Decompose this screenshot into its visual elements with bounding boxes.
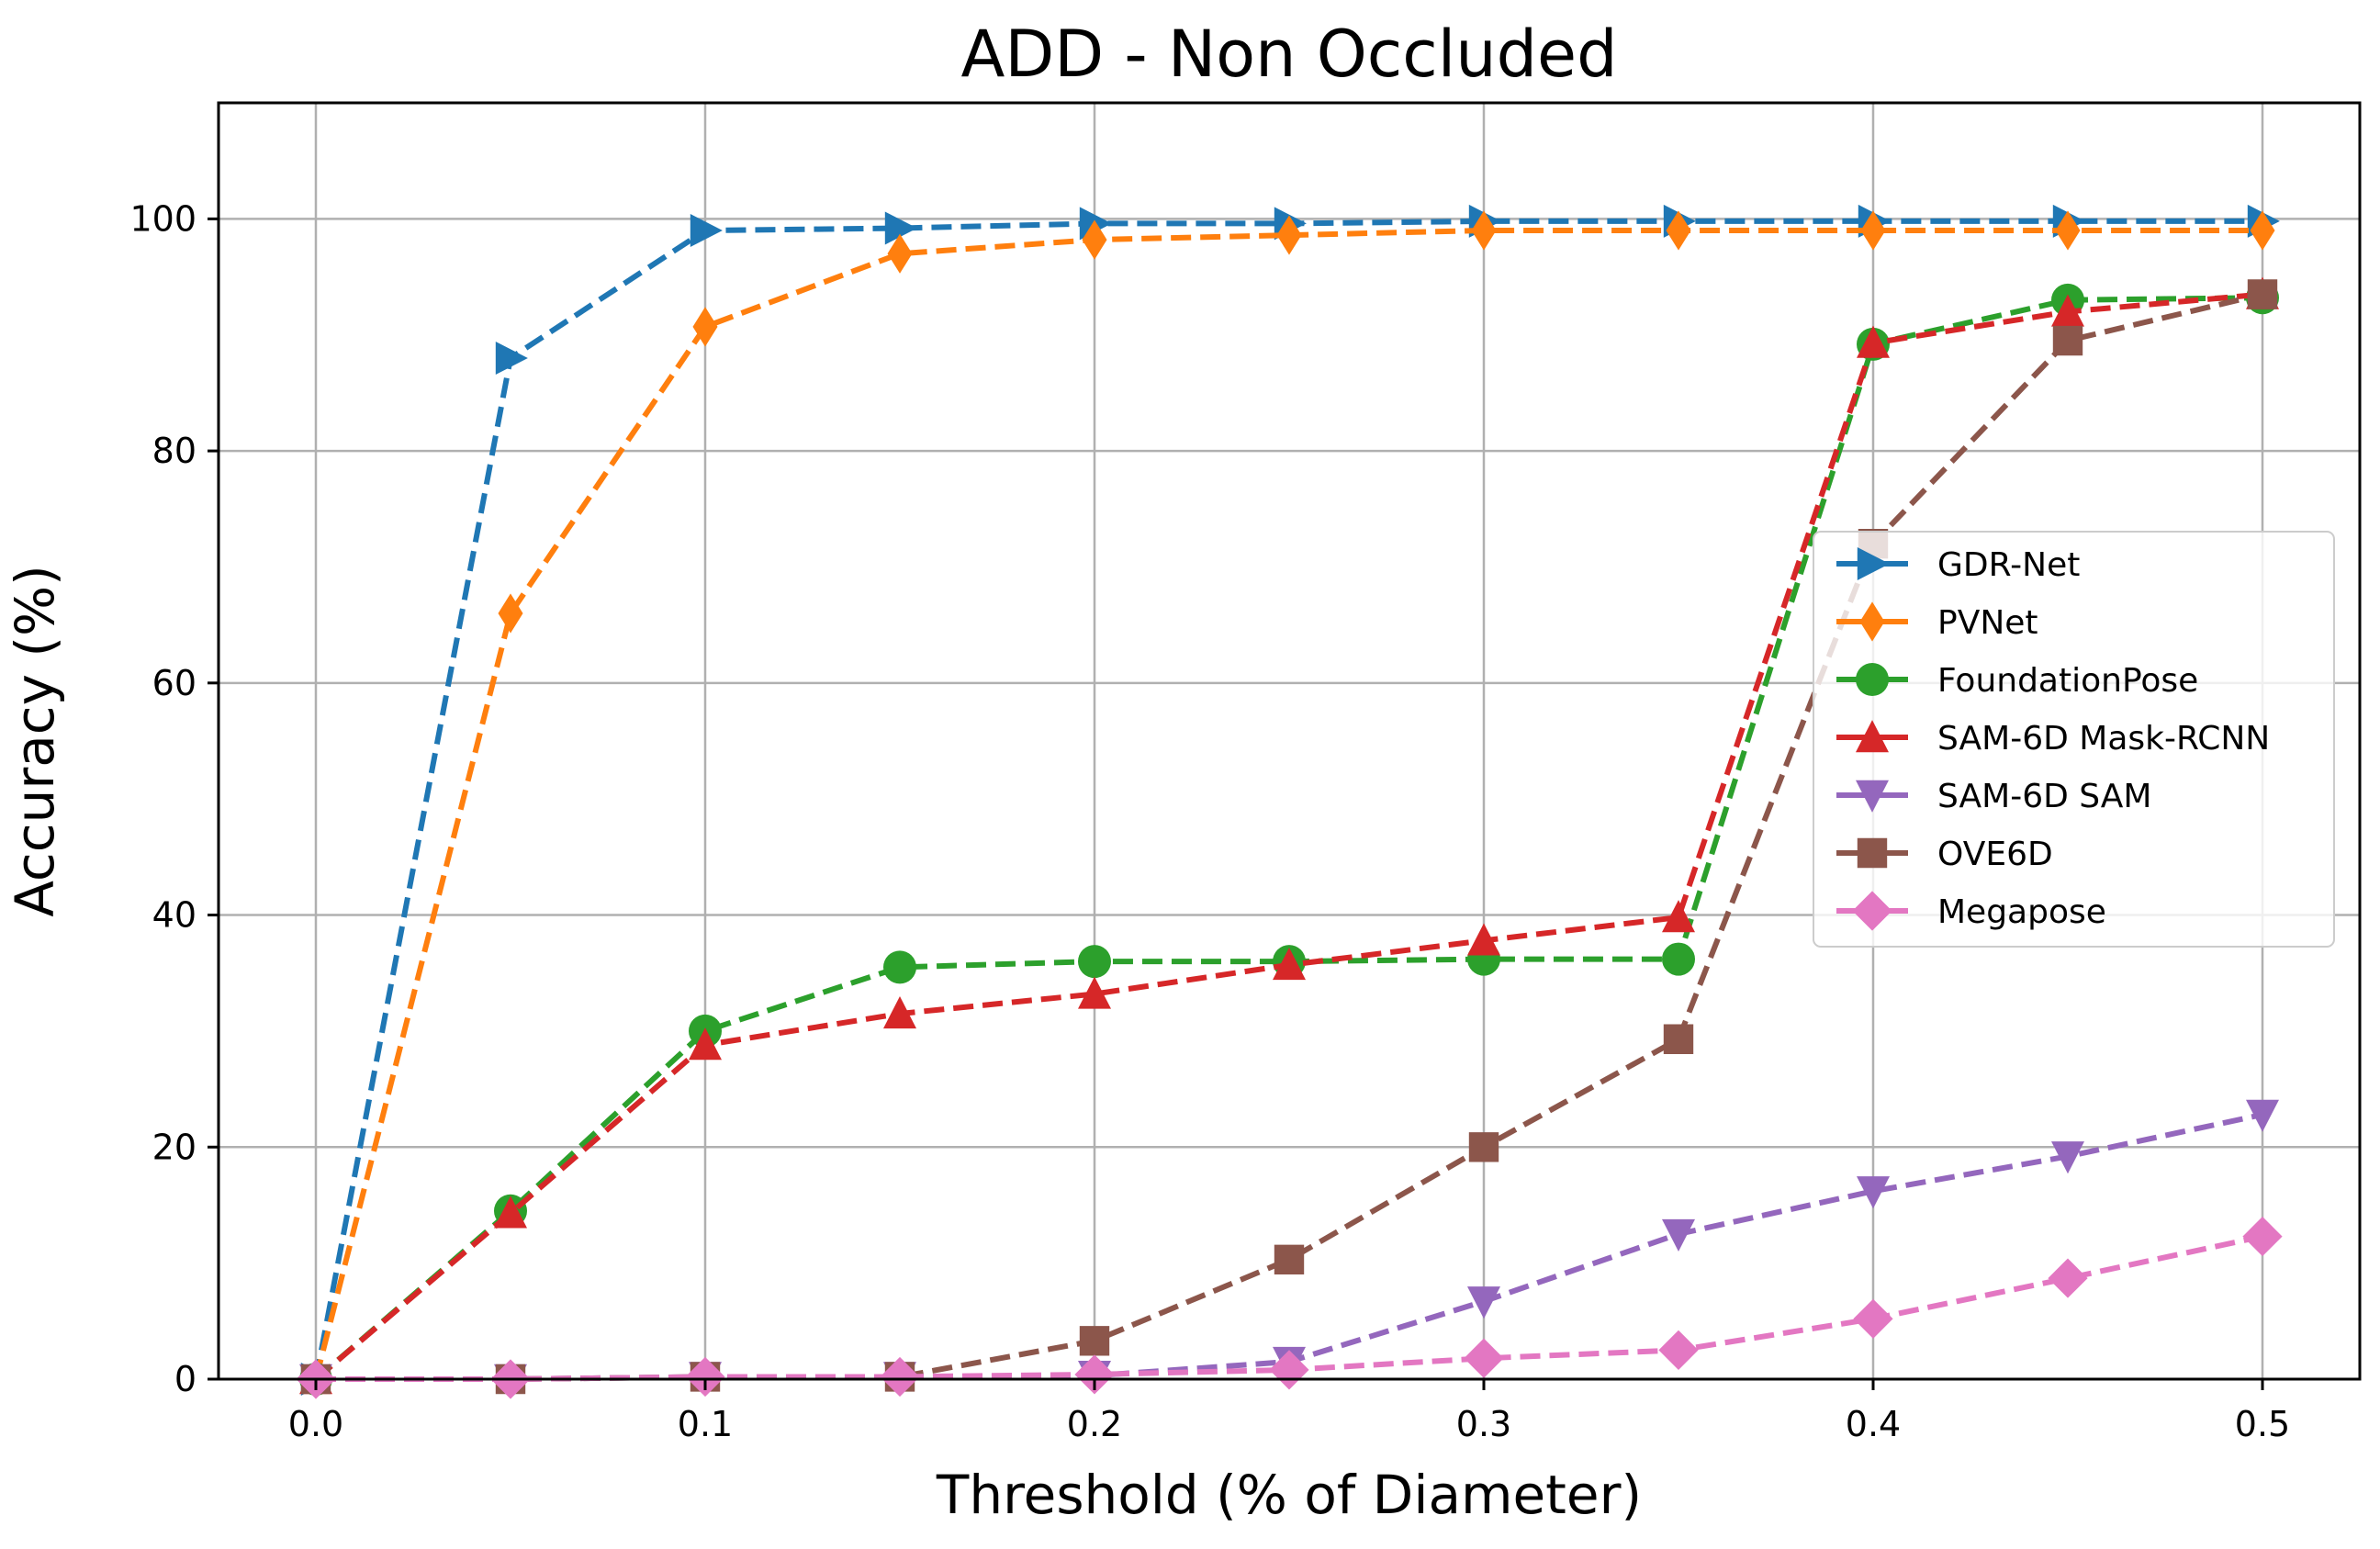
data-point: [1853, 1298, 1893, 1339]
data-point: [1269, 1350, 1309, 1390]
data-point: [883, 996, 916, 1029]
data-point: [1662, 900, 1695, 933]
x-tick-label: 0.0: [288, 1404, 343, 1444]
data-point: [2051, 294, 2084, 327]
data-point: [1464, 1338, 1504, 1378]
data-point: [1662, 1218, 1695, 1252]
y-axis-label: Accuracy (%): [4, 565, 66, 917]
data-point: [1273, 947, 1306, 981]
data-point: [2048, 1258, 2088, 1298]
plot-frame: [217, 101, 2362, 1381]
legend-marker: [1859, 601, 1885, 642]
data-point: [1467, 923, 1500, 956]
legend-item-gdr-net: GDR-Net: [1836, 546, 2080, 584]
data-point: [2250, 210, 2275, 251]
chart-title: ADD - Non Occluded: [960, 17, 1617, 92]
data-point: [2247, 279, 2278, 309]
data-point: [1074, 1354, 1115, 1395]
x-tick-label: 0.4: [1846, 1404, 1901, 1444]
data-point: [1857, 325, 1890, 358]
data-point: [689, 1027, 722, 1061]
data-point: [2242, 1216, 2283, 1257]
legend-label: FoundationPose: [1937, 662, 2198, 700]
data-point: [1860, 210, 1886, 251]
data-point: [690, 214, 723, 247]
data-point: [495, 342, 528, 375]
x-axis-label: Threshold (% of Diameter): [936, 1464, 1642, 1526]
data-point: [2051, 1141, 2084, 1174]
data-point: [1276, 215, 1302, 255]
data-point: [1079, 1326, 1110, 1356]
data-point: [1666, 210, 1691, 251]
x-tick-label: 0.1: [678, 1404, 733, 1444]
data-point: [1471, 210, 1497, 251]
series-pvnet: [303, 210, 2275, 1399]
legend-label: OVE6D: [1937, 836, 2053, 873]
legend-marker: [1857, 837, 1888, 869]
data-point: [1468, 1132, 1499, 1162]
data-point: [494, 1195, 527, 1229]
legend-label: GDR-Net: [1937, 546, 2080, 584]
legend-item-sam-6d-mask-rcnn: SAM-6D Mask-RCNN: [1836, 720, 2270, 758]
y-tick-label: 80: [152, 431, 196, 471]
data-point: [692, 307, 718, 347]
data-point: [2055, 210, 2081, 251]
legend-item-sam-6d-sam: SAM-6D SAM: [1836, 778, 2151, 815]
data-point: [2052, 325, 2083, 356]
legend-label: SAM-6D SAM: [1937, 778, 2151, 815]
legend-label: PVNet: [1937, 604, 2038, 642]
legend-marker: [1856, 663, 1889, 696]
legend-item-megapose: Megapose: [1836, 891, 2106, 931]
data-point: [1663, 1024, 1694, 1054]
legend-item-pvnet: PVNet: [1836, 601, 2038, 642]
data-point: [1467, 1286, 1500, 1319]
legend-marker: [1852, 891, 1892, 931]
axis-ticks: 0.0 0.1 0.2 0.3 0.4 0.5 0 20 40 60 80 100: [129, 198, 2290, 1444]
legend-item-foundationpose: FoundationPose: [1836, 662, 2198, 700]
data-point: [1658, 1330, 1699, 1371]
x-tick-label: 0.3: [1456, 1404, 1511, 1444]
x-tick-label: 0.2: [1067, 1404, 1122, 1444]
data-point: [498, 593, 523, 634]
legend-box: [1813, 531, 2335, 948]
legend-label: Megapose: [1937, 893, 2106, 931]
legend: GDR-Net PVNet FoundationPose SAM-6D Mask-RC…: [1813, 531, 2335, 948]
series-lines: [296, 204, 2283, 1399]
data-point: [883, 950, 916, 984]
y-tick-label: 40: [152, 895, 196, 936]
legend-marker: [1856, 720, 1889, 753]
data-point: [1857, 1176, 1890, 1209]
data-point: [1274, 1244, 1305, 1275]
data-point: [1078, 976, 1111, 1009]
x-tick-label: 0.5: [2235, 1404, 2290, 1444]
y-tick-label: 0: [174, 1359, 196, 1399]
data-point: [1082, 219, 1107, 260]
data-point: [1078, 945, 1111, 979]
data-point: [884, 211, 917, 245]
legend-item-ove6d: OVE6D: [1836, 836, 2053, 873]
legend-marker: [1857, 547, 1890, 580]
legend-marker: [1856, 780, 1889, 813]
data-point: [887, 233, 913, 274]
data-point: [2246, 1099, 2279, 1132]
y-tick-label: 60: [152, 663, 196, 703]
data-point: [685, 1356, 725, 1397]
y-tick-label: 20: [152, 1127, 196, 1167]
data-point: [1662, 942, 1695, 976]
y-tick-label: 100: [129, 198, 196, 239]
legend-label: SAM-6D Mask-RCNN: [1937, 720, 2270, 758]
data-point: [880, 1356, 920, 1397]
